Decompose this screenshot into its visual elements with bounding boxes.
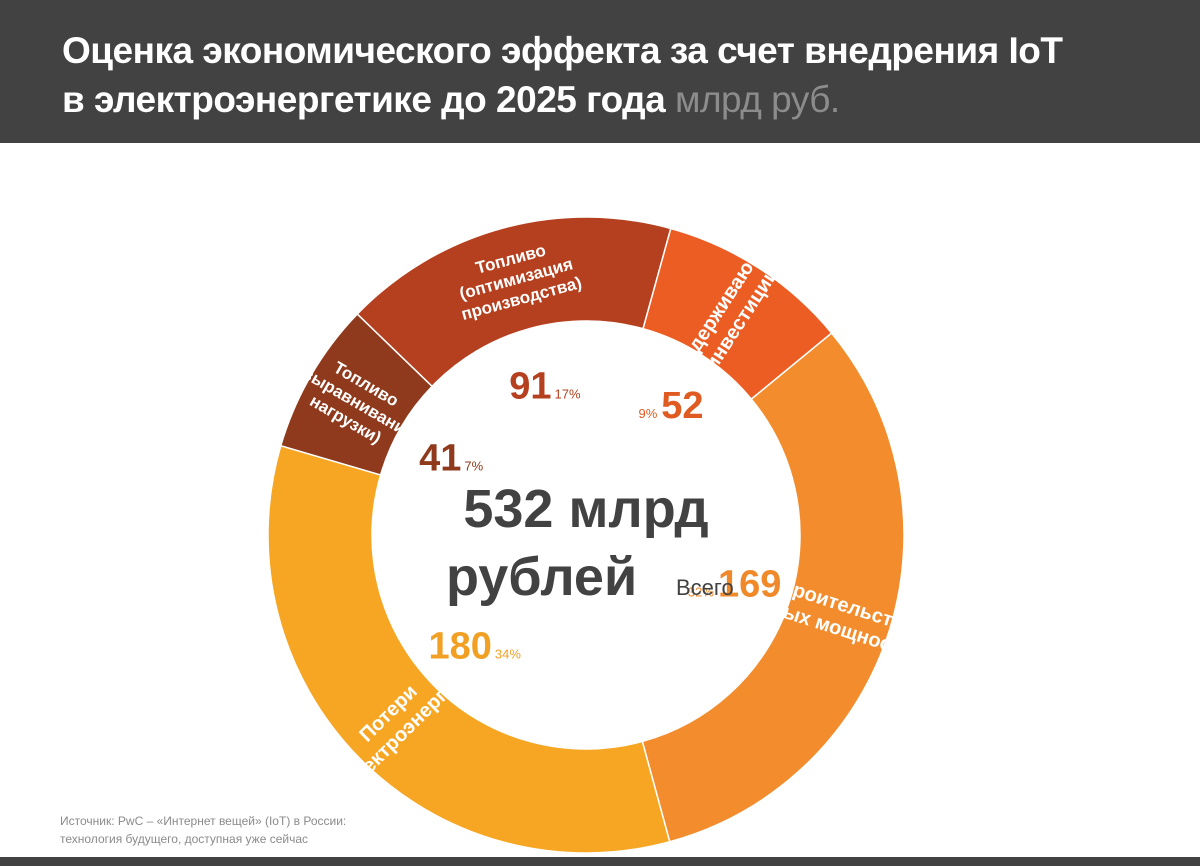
- slice-value-2: 9% 52: [638, 385, 703, 427]
- slice-value-number-2: 52: [661, 385, 703, 427]
- source-note: Источник: PwC – «Интернет вещей» (IoT) в…: [60, 812, 400, 848]
- header-bar: Оценка экономического эффекта за счет вн…: [0, 0, 1200, 143]
- slice-percent-1: 17%: [555, 387, 581, 402]
- source-line-1: Источник: PwC – «Интернет вещей» (IoT) в…: [60, 814, 347, 828]
- bottom-bar: [0, 857, 1200, 866]
- title-line-1: Оценка экономического эффекта за счет вн…: [62, 30, 1063, 71]
- donut-slice-4: [267, 444, 671, 854]
- slice-value-4: 180 34%: [428, 625, 521, 667]
- slice-value-number-3: 169: [718, 563, 781, 605]
- slice-value-3: 32% 169: [688, 563, 781, 605]
- chart-title: Оценка экономического эффекта за счет вн…: [62, 26, 1162, 124]
- slice-value-number-1: 91: [509, 366, 551, 408]
- source-line-2: технология будущего, доступная уже сейча…: [60, 832, 309, 846]
- slice-percent-2: 9%: [638, 406, 657, 421]
- title-unit: млрд руб.: [675, 79, 840, 120]
- donut-slice-3: [641, 332, 905, 843]
- slice-value-number-4: 180: [428, 625, 491, 667]
- slice-percent-4: 34%: [495, 646, 521, 661]
- chart-area: Топливо (оптимизация производства) 91 17% Под…: [0, 143, 1200, 855]
- slice-value-number-5: 41: [419, 438, 461, 480]
- title-line-2: в электроэнергетике до 2025 года: [62, 79, 666, 120]
- total-caption: Всего: [676, 575, 734, 600]
- slice-value-1: 91 17%: [509, 366, 581, 408]
- total-value: 532 млрд: [463, 479, 708, 539]
- total-unit: рублей: [446, 547, 637, 607]
- slice-percent-3: 32%: [688, 584, 714, 599]
- slice-percent-5: 7%: [464, 459, 483, 474]
- donut-slice-5: [279, 313, 434, 476]
- slice-value-5: 41 7%: [419, 438, 484, 480]
